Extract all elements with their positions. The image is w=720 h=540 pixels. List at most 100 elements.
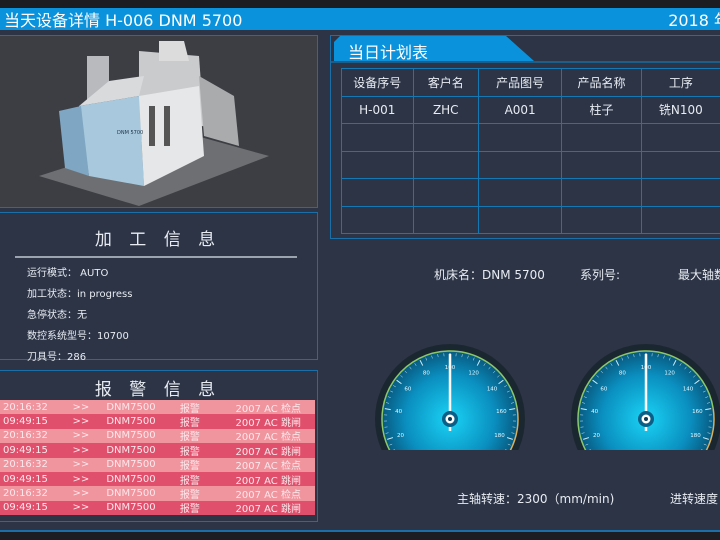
gauge-tick xyxy=(384,408,391,411)
table-cell xyxy=(341,178,414,207)
alarm-arrow: >> xyxy=(72,416,90,428)
alarm-row[interactable]: 20:16:32 >> DNM7500 报警 2007 AC 检点 xyxy=(0,486,315,502)
table-cell xyxy=(561,123,642,152)
alarm-time: 20:16:32 xyxy=(2,430,48,442)
spindle-speed: 主轴转速：2300（mm/min) xyxy=(457,492,615,506)
table-row[interactable] xyxy=(341,178,720,207)
gauges: 020406080100120140160180200进给倍率020406080… xyxy=(375,344,720,450)
gauge-tick xyxy=(472,357,475,361)
gauge-tick xyxy=(467,355,469,359)
alarm-type: 报警 xyxy=(179,403,200,415)
alarm-time: 20:16:32 xyxy=(2,488,48,500)
table-row[interactable] xyxy=(341,150,720,179)
gauge-tick xyxy=(679,363,682,366)
processing-info-panel: 加 工 信 息 运行模式： AUTO 加工状态：in progress 急停状态：无… xyxy=(0,212,318,363)
table-cell xyxy=(477,205,563,234)
info-label: 急停状态： xyxy=(27,310,77,321)
gauge-tick xyxy=(701,449,703,450)
gauge-tick-label: 60 xyxy=(600,386,607,392)
info-label: 刀具号： xyxy=(27,352,67,363)
gauge-tick xyxy=(461,354,463,358)
gauge-tick xyxy=(684,366,687,370)
tab-underline xyxy=(331,61,720,63)
alarm-type: 报警 xyxy=(179,475,200,487)
tab-daily-plan[interactable]: 当日计划表 xyxy=(334,36,534,61)
alarm-code: 2007 AC 检点 xyxy=(235,490,301,502)
info-label: 加工状态： xyxy=(27,289,77,300)
info-value: AUTO xyxy=(77,268,109,279)
alarm-row[interactable]: 09:49:15 >> DNM7500 报警 2007 AC 跳闸 xyxy=(0,443,315,458)
alarm-type: 报警 xyxy=(179,432,200,444)
alarm-machine: DNM7500 xyxy=(106,459,156,471)
gauge-tick xyxy=(615,359,620,366)
gauge-arc xyxy=(381,350,518,450)
alarm-row[interactable]: 20:16:32 >> DNM7500 报警 2007 AC 检点 xyxy=(0,457,315,473)
table-cell xyxy=(640,178,720,207)
alarm-row[interactable]: 20:16:32 >> DNM7500 报警 2007 AC 检点 xyxy=(0,400,315,415)
table-cell: H-001 xyxy=(341,95,414,124)
alarm-machine: DNM7500 xyxy=(106,444,156,456)
alarm-machine: DNM7500 xyxy=(106,416,156,428)
table-cell xyxy=(341,123,414,152)
alarm-type: 报警 xyxy=(179,461,200,473)
alarm-machine: DNM7500 xyxy=(106,488,156,500)
alarm-row[interactable]: 09:49:15 >> DNM7500 报警 2007 AC 跳闸 xyxy=(0,500,315,516)
gauge-tick xyxy=(488,366,491,370)
info-value: 10700 xyxy=(97,331,129,342)
table-row[interactable] xyxy=(341,205,720,234)
alarm-panel: 报 警 信 息 20:16:32 >> DNM7500 报警 2007 AC 检点 09:… xyxy=(0,370,318,522)
plan-table: 设备序号 客户名 产品图号 产品名称 工序 H-001 ZHC A001 柱子 铣N100 xyxy=(341,68,720,234)
gauge-tick xyxy=(498,379,504,385)
gauge-tick xyxy=(705,408,712,411)
alarm-row[interactable]: 09:49:15 >> DNM7500 报警 2007 AC 跳闸 xyxy=(0,471,315,487)
info-value: 无 xyxy=(77,310,87,321)
gauge-tick xyxy=(509,396,513,398)
alarm-arrow: >> xyxy=(72,401,90,413)
gauge-tick xyxy=(506,390,510,393)
table-row[interactable] xyxy=(341,123,720,152)
gauge-tick xyxy=(589,449,591,450)
bottom-strip xyxy=(0,530,720,540)
gauge-tick xyxy=(582,402,586,404)
machine-brand-label: DNM 5700 xyxy=(117,130,143,136)
gauge-tick xyxy=(583,396,587,398)
table-row[interactable]: H-001 ZHC A001 柱子 铣N100 xyxy=(341,95,720,124)
table-cell xyxy=(561,178,642,207)
gauge-tick xyxy=(387,396,391,398)
gauge-tick xyxy=(663,355,665,359)
gauge-tick xyxy=(476,359,481,366)
alarm-code: 2007 AC 跳闸 xyxy=(235,504,301,516)
daily-plan-panel: 当日计划表 设备序号 客户名 产品图号 产品名称 工序 H-001 ZHC A001 柱子 铣N… xyxy=(330,35,720,239)
gauge-tick-label: 140 xyxy=(683,386,694,392)
alarm-row[interactable]: 20:16:32 >> DNM7500 报警 2007 AC 检点 xyxy=(0,428,315,444)
column-header: 客户名 xyxy=(412,68,479,97)
info-value: 286 xyxy=(67,352,87,363)
table-cell xyxy=(640,150,720,179)
gauge-0: 020406080100120140160180200进给倍率 xyxy=(375,344,525,450)
gauge-tick xyxy=(693,375,696,378)
gauge-tick xyxy=(431,355,433,359)
info-row: 刀具号：286 xyxy=(27,348,317,363)
table-cell xyxy=(412,178,479,207)
gauge-tick xyxy=(589,385,592,388)
gauge-tick xyxy=(409,366,412,370)
series-number: 系列号: xyxy=(580,268,621,282)
gauge-tick xyxy=(706,402,710,404)
alarm-machine: DNM7500 xyxy=(106,401,156,413)
gauge-tick xyxy=(605,366,608,370)
table-cell: ZHC xyxy=(412,95,479,124)
date-label: 2018 年 xyxy=(668,11,720,30)
gauge-tick xyxy=(390,390,394,393)
gauge-tick xyxy=(694,379,700,385)
gauge-tick xyxy=(437,354,439,358)
gauge-tick xyxy=(492,370,496,374)
gauge-tick xyxy=(505,449,507,450)
alarm-row[interactable]: 09:49:15 >> DNM7500 报警 2007 AC 跳闸 xyxy=(0,414,315,429)
feed-speed: 进转速度 xyxy=(670,492,719,506)
gauge-tick xyxy=(621,357,624,361)
alarm-code: 2007 AC 跳闸 xyxy=(235,475,301,487)
gauge-tick xyxy=(705,396,709,398)
gauge-tick xyxy=(672,359,677,366)
table-cell xyxy=(640,123,720,152)
alarm-machine: DNM7500 xyxy=(106,430,156,442)
